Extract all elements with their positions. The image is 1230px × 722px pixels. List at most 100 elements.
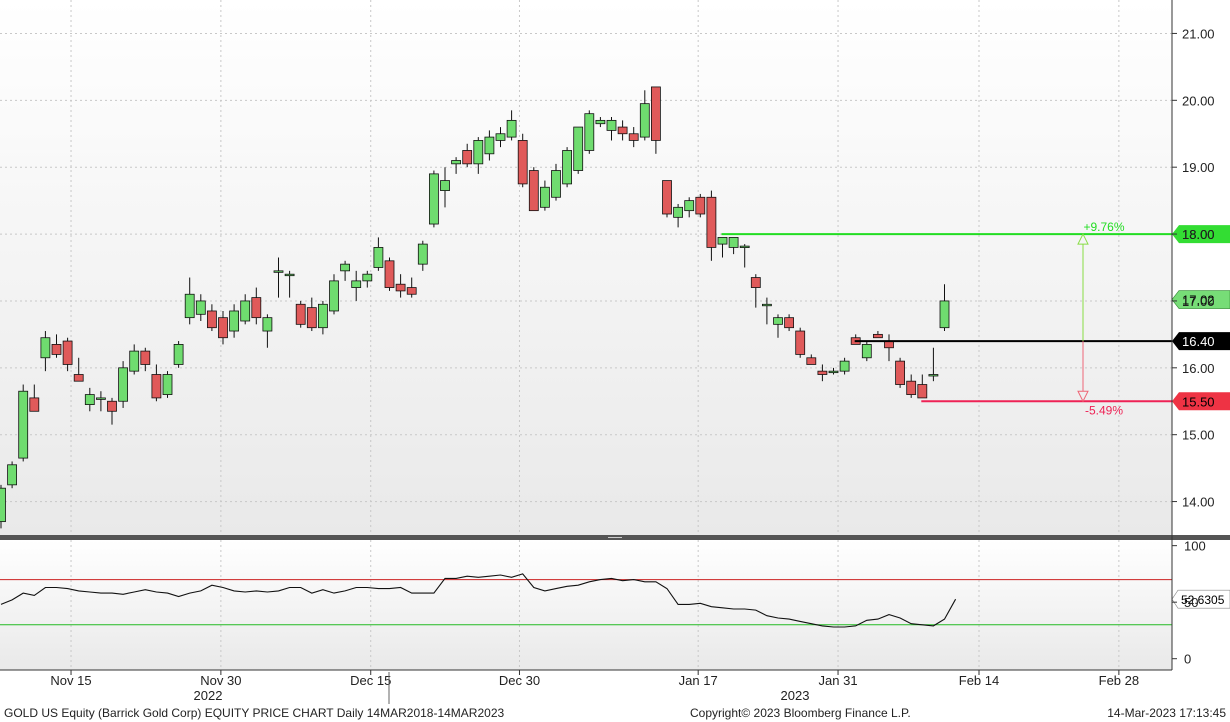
- candle-up: [262, 317, 273, 332]
- candle-up: [18, 390, 29, 459]
- rsi-tick-label: 100: [1184, 539, 1206, 554]
- rsi-value-label: 52.6305: [1181, 593, 1225, 607]
- year-label: 2022: [194, 688, 223, 703]
- candle-down: [895, 360, 905, 385]
- last-price-label: 17.02: [1182, 293, 1215, 308]
- candle-down: [462, 150, 473, 165]
- price-tick-label: 18.00: [1182, 227, 1215, 242]
- candle-up: [195, 300, 206, 315]
- candle-down: [517, 140, 528, 185]
- candle-down: [695, 196, 706, 215]
- candle-down: [151, 374, 162, 399]
- rsi-panel-background: [0, 540, 1172, 670]
- candle-down: [395, 283, 406, 292]
- level-tag-target: [1172, 225, 1230, 244]
- target-arrow-head: [1077, 232, 1089, 245]
- level-tag-stop: [1172, 392, 1230, 411]
- candle-up: [84, 394, 95, 405]
- candle-up: [184, 293, 195, 319]
- candle-up: [340, 263, 351, 272]
- time-tick-label: Feb 28: [1099, 673, 1139, 688]
- candle-down: [873, 333, 883, 339]
- candle-down: [750, 277, 761, 288]
- candle-up: [473, 140, 484, 165]
- candle-up: [506, 119, 517, 138]
- candle-up: [551, 170, 561, 198]
- candle-down: [662, 180, 672, 215]
- candle-up: [562, 150, 572, 185]
- candle-up: [639, 103, 650, 138]
- candle-down: [295, 303, 306, 325]
- candle-up: [773, 317, 783, 325]
- footer-timestamp: 14-Mar-2023 17:13:45: [1107, 706, 1226, 720]
- level-change-label: +9.76%: [1083, 220, 1124, 234]
- candle-up: [428, 173, 439, 225]
- candle-down: [617, 126, 628, 135]
- candle-down: [884, 340, 894, 349]
- rsi-value-tag: [1171, 589, 1230, 609]
- price-tick-label: 14.00: [1182, 495, 1215, 510]
- candle-up: [273, 270, 284, 273]
- candle-up: [739, 245, 750, 249]
- candle-up: [129, 350, 140, 372]
- candle-up: [540, 186, 550, 208]
- candle-up: [351, 280, 362, 288]
- rsi-tick-label: 0: [1184, 652, 1191, 667]
- time-tick-label: Nov 30: [200, 673, 241, 688]
- candle-up: [451, 160, 462, 165]
- candle-down: [62, 340, 73, 365]
- candle-up: [828, 370, 839, 374]
- candle-up: [728, 237, 739, 248]
- candle-up: [7, 464, 17, 486]
- candle-down: [795, 330, 806, 355]
- candle-up: [839, 360, 850, 372]
- price-tick-label: 21.00: [1182, 26, 1215, 41]
- price-tick-label: 19.00: [1182, 160, 1215, 175]
- candle-up: [362, 273, 373, 282]
- candle-up: [118, 367, 128, 402]
- candle-up: [284, 273, 295, 277]
- candle-down: [406, 287, 417, 295]
- candle-down: [906, 380, 917, 395]
- stop-arrow-head: [1077, 390, 1089, 403]
- price-tick-label: 15.00: [1182, 428, 1215, 443]
- candle-up: [595, 119, 606, 125]
- candle-down: [784, 317, 794, 329]
- candle-down: [206, 310, 217, 329]
- level-change-label: -5.49%: [1085, 403, 1123, 417]
- candle-up: [240, 300, 251, 322]
- candle-down: [806, 357, 817, 365]
- time-tick-label: Feb 14: [959, 673, 999, 688]
- candle-down: [107, 400, 117, 412]
- candle-up: [484, 136, 495, 155]
- candle-up: [684, 200, 695, 212]
- footer-source: GOLD US Equity (Barrick Gold Corp) EQUIT…: [4, 706, 504, 720]
- time-tick-label: Jan 31: [819, 673, 858, 688]
- level-tag-label: 16.40: [1182, 334, 1215, 349]
- candle-down: [218, 317, 228, 339]
- candle-up: [939, 300, 950, 329]
- candle-down: [306, 307, 317, 329]
- level-tag-label: 15.50: [1182, 394, 1215, 409]
- price-tick-label: 16.00: [1182, 361, 1215, 376]
- candle-down: [384, 260, 395, 288]
- candle-up: [317, 303, 328, 329]
- price-tick-label: 17.00: [1182, 294, 1215, 309]
- level-tag-entry: [1172, 332, 1230, 351]
- level-tag-label: 18.00: [1182, 227, 1215, 242]
- last-price-tag: [1171, 290, 1230, 309]
- candle-up: [861, 344, 872, 359]
- candle-up: [606, 119, 617, 131]
- candle-down: [628, 133, 639, 141]
- candle-down: [528, 170, 539, 212]
- candle-up: [173, 344, 184, 365]
- candle-down: [29, 397, 40, 412]
- candle-up: [329, 280, 339, 312]
- candle-down: [251, 297, 262, 319]
- candle-up: [417, 243, 428, 265]
- candle-up: [928, 374, 939, 377]
- time-tick-label: Nov 15: [50, 673, 91, 688]
- candle-up: [673, 206, 683, 218]
- candle-down: [73, 374, 84, 382]
